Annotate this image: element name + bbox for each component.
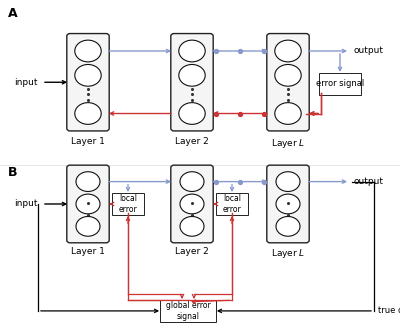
Text: Layer 2: Layer 2 <box>175 137 209 145</box>
FancyBboxPatch shape <box>67 165 109 243</box>
Circle shape <box>276 194 300 214</box>
Circle shape <box>76 194 100 214</box>
Text: true output: true output <box>378 306 400 316</box>
FancyBboxPatch shape <box>160 300 216 322</box>
Circle shape <box>76 172 100 191</box>
Circle shape <box>75 64 101 86</box>
FancyBboxPatch shape <box>267 34 309 131</box>
Circle shape <box>276 172 300 191</box>
Text: input: input <box>14 78 38 87</box>
Circle shape <box>179 40 205 62</box>
Circle shape <box>180 172 204 191</box>
Text: Layer 2: Layer 2 <box>175 247 209 256</box>
Circle shape <box>75 103 101 124</box>
Text: Layer 1: Layer 1 <box>71 137 105 145</box>
Text: output: output <box>354 46 384 56</box>
Text: Layer $L$: Layer $L$ <box>271 137 305 150</box>
Circle shape <box>75 40 101 62</box>
Text: local
error: local error <box>223 194 241 214</box>
Text: error signal: error signal <box>316 79 364 89</box>
Text: A: A <box>8 7 18 20</box>
Circle shape <box>275 40 301 62</box>
Text: B: B <box>8 166 18 179</box>
Circle shape <box>180 194 204 214</box>
Text: output: output <box>354 177 384 186</box>
Text: local
error: local error <box>119 194 137 214</box>
FancyBboxPatch shape <box>171 34 213 131</box>
Circle shape <box>275 64 301 86</box>
Text: Layer $L$: Layer $L$ <box>271 247 305 261</box>
Circle shape <box>76 216 100 236</box>
Circle shape <box>179 103 205 124</box>
FancyBboxPatch shape <box>112 193 144 215</box>
FancyBboxPatch shape <box>171 165 213 243</box>
FancyBboxPatch shape <box>216 193 248 215</box>
FancyBboxPatch shape <box>67 34 109 131</box>
Circle shape <box>180 216 204 236</box>
FancyBboxPatch shape <box>267 165 309 243</box>
Circle shape <box>276 216 300 236</box>
FancyBboxPatch shape <box>319 73 361 95</box>
Text: global error
signal: global error signal <box>166 301 210 320</box>
Circle shape <box>275 103 301 124</box>
Text: Layer 1: Layer 1 <box>71 247 105 256</box>
Circle shape <box>179 64 205 86</box>
Text: input: input <box>14 199 38 209</box>
